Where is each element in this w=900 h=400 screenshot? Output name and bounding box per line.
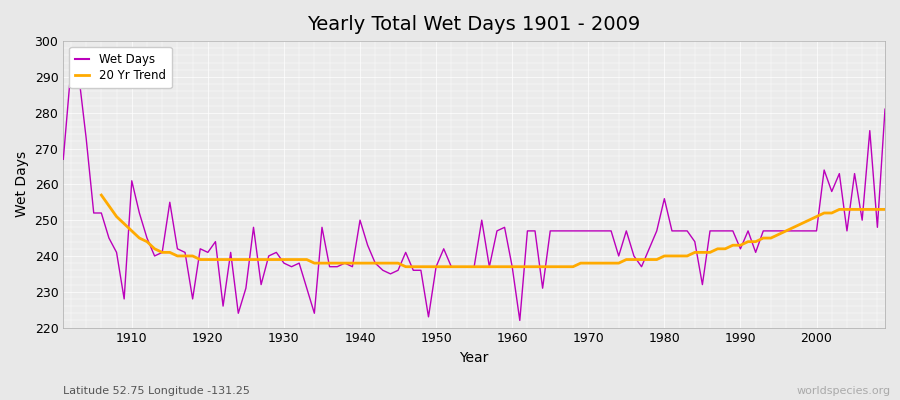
Text: worldspecies.org: worldspecies.org bbox=[796, 386, 891, 396]
Y-axis label: Wet Days: Wet Days bbox=[15, 151, 29, 218]
X-axis label: Year: Year bbox=[460, 351, 489, 365]
Title: Yearly Total Wet Days 1901 - 2009: Yearly Total Wet Days 1901 - 2009 bbox=[308, 15, 641, 34]
Legend: Wet Days, 20 Yr Trend: Wet Days, 20 Yr Trend bbox=[69, 47, 172, 88]
Text: Latitude 52.75 Longitude -131.25: Latitude 52.75 Longitude -131.25 bbox=[63, 386, 250, 396]
